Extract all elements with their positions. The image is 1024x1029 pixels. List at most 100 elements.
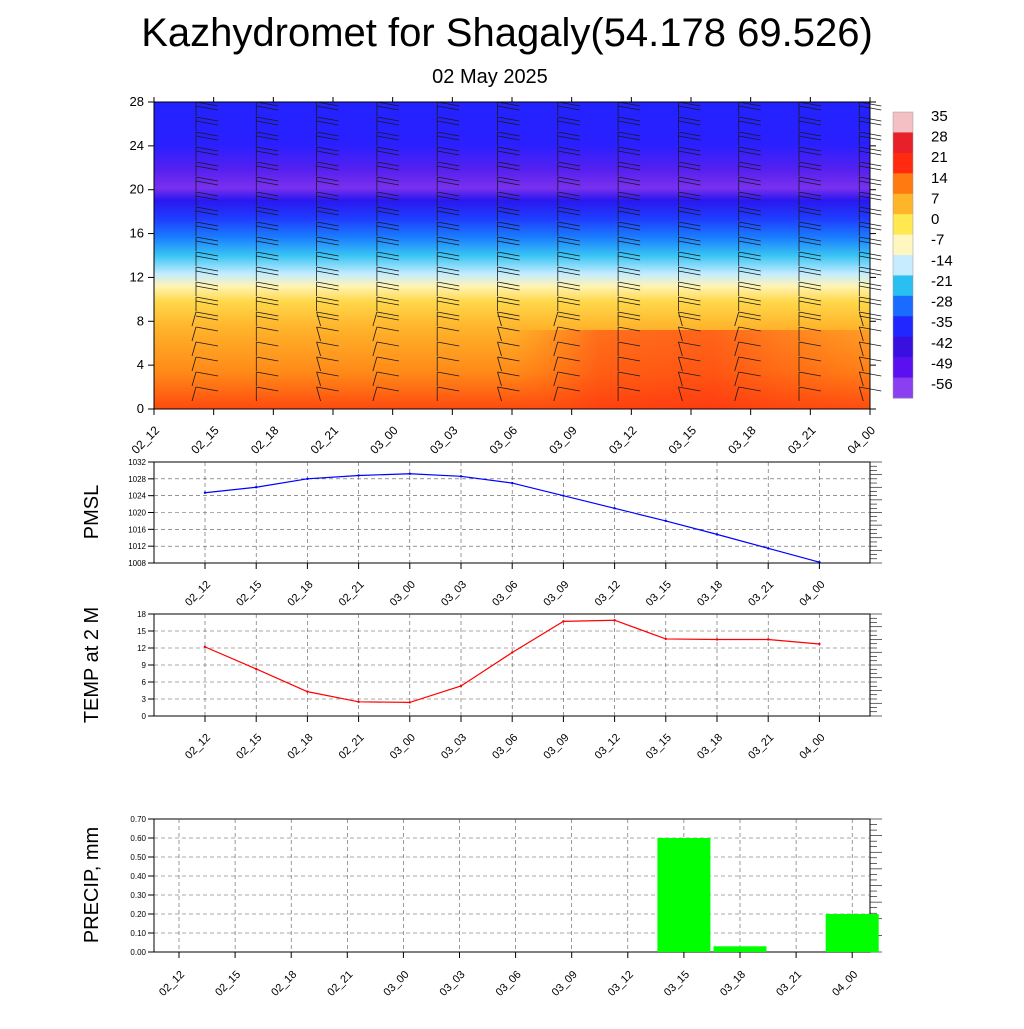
wind-barb-staff bbox=[191, 326, 197, 342]
wind-barb-feather bbox=[497, 131, 520, 137]
wind-barb bbox=[617, 191, 641, 206]
wind-barb bbox=[734, 341, 761, 357]
pmsl-data-point bbox=[562, 494, 565, 497]
wind-barb bbox=[678, 161, 701, 176]
wind-barb-feather bbox=[437, 270, 460, 276]
wind-barb-feather bbox=[798, 356, 822, 362]
wind-barb-feather bbox=[376, 176, 399, 182]
wind-barb bbox=[497, 371, 520, 387]
wind-barb bbox=[497, 176, 520, 191]
wind-barb bbox=[678, 326, 701, 342]
wind-barb-feather bbox=[798, 236, 822, 242]
wind-barb-feather bbox=[497, 315, 520, 321]
wind-barb-feather bbox=[798, 296, 822, 302]
wind-barb bbox=[255, 236, 279, 251]
pmsl-y-tick-label: 1008 bbox=[128, 559, 146, 568]
wind-barb-feather bbox=[195, 101, 219, 107]
wind-barb-feather bbox=[497, 180, 520, 186]
precip-y-tick-label: 0.10 bbox=[130, 929, 146, 938]
temp-data-point bbox=[562, 620, 565, 623]
temp-data-point bbox=[613, 619, 616, 622]
wind-barb-feather bbox=[678, 161, 701, 167]
wind-barb-staff bbox=[316, 386, 321, 402]
wind-barb-feather bbox=[738, 356, 761, 362]
wind-barb bbox=[553, 371, 580, 387]
wind-barb-feather bbox=[316, 386, 339, 392]
wind-barb-feather bbox=[195, 386, 219, 392]
wind-barb-feather bbox=[618, 120, 641, 126]
wind-barb-feather bbox=[618, 240, 641, 246]
wind-barb-feather bbox=[316, 165, 339, 171]
wind-barb-feather bbox=[256, 341, 279, 347]
wind-barb-feather bbox=[618, 195, 641, 201]
wind-barb-feather bbox=[195, 135, 219, 141]
wind-barb-feather bbox=[798, 221, 822, 227]
colorbar-swatch bbox=[893, 255, 913, 276]
wind-barb-feather bbox=[195, 255, 219, 261]
wind-barb bbox=[376, 296, 399, 311]
precip-x-tick-label: 03_03 bbox=[438, 969, 468, 999]
wind-barb-feather bbox=[678, 191, 701, 197]
wind-barb bbox=[372, 341, 399, 357]
wind-barb-feather bbox=[618, 225, 641, 231]
wind-barb bbox=[678, 131, 701, 146]
wind-barb-feather bbox=[618, 146, 641, 152]
wind-barb-feather bbox=[316, 116, 339, 122]
wind-barb-feather bbox=[798, 225, 822, 231]
wind-barb-feather bbox=[316, 161, 339, 167]
wind-barb-staff bbox=[316, 371, 321, 387]
wind-barb bbox=[255, 356, 279, 371]
pmsl-panel: PMSL 1008 1012 1016 1020 1024 1028 1032 02_12 02… bbox=[81, 458, 882, 609]
wind-barb-feather bbox=[497, 176, 520, 182]
wind-barb-feather bbox=[437, 146, 460, 152]
wind-barb-feather bbox=[618, 300, 641, 306]
wind-barb bbox=[436, 296, 460, 311]
precip-y-tick-label: 0.00 bbox=[130, 948, 146, 957]
wind-barb bbox=[738, 266, 761, 281]
cross-section-x-tick-label: 04_00 bbox=[845, 423, 879, 457]
wind-barb-feather bbox=[376, 191, 399, 197]
wind-barb-feather bbox=[678, 101, 701, 107]
wind-barb-feather bbox=[497, 210, 520, 216]
wind-barb-feather bbox=[738, 251, 761, 257]
cross-section-x-tick-label: 03_15 bbox=[666, 423, 700, 457]
colorbar-swatch bbox=[893, 214, 913, 236]
wind-barb-feather bbox=[738, 315, 761, 321]
wind-barb bbox=[738, 161, 761, 176]
wind-barb-feather bbox=[798, 176, 822, 182]
wind-barb-feather bbox=[376, 300, 399, 306]
wind-barb-feather bbox=[798, 180, 822, 186]
wind-barb-feather bbox=[557, 176, 580, 182]
wind-barb-feather bbox=[678, 251, 701, 257]
precip-x-tick-label: 03_18 bbox=[718, 969, 748, 999]
wind-barb bbox=[255, 251, 279, 266]
wind-barb-feather bbox=[437, 255, 460, 261]
wind-barb-feather bbox=[256, 120, 279, 126]
wind-barb-feather bbox=[376, 135, 399, 141]
wind-barb-feather bbox=[376, 195, 399, 201]
wind-barb-feather bbox=[497, 135, 520, 141]
wind-barb-feather bbox=[798, 210, 822, 216]
pmsl-y-tick-label: 1024 bbox=[128, 492, 146, 501]
wind-barb-staff bbox=[191, 341, 197, 357]
wind-barb-feather bbox=[618, 311, 641, 317]
wind-barb-feather bbox=[376, 180, 399, 186]
colorbar-frame bbox=[892, 111, 914, 399]
precip-y-tick-label: 0.50 bbox=[130, 853, 146, 862]
wind-barb bbox=[557, 206, 580, 221]
wind-barb-staff bbox=[497, 386, 502, 402]
wind-barb bbox=[557, 221, 580, 236]
wind-barb-feather bbox=[678, 131, 701, 137]
wind-barb-feather bbox=[618, 251, 641, 257]
pmsl-data-point bbox=[818, 560, 821, 564]
wind-barb-feather bbox=[256, 386, 279, 392]
pmsl-data-point bbox=[203, 491, 207, 494]
wind-barb bbox=[316, 161, 339, 176]
temp-axis-label: TEMP at 2 M bbox=[81, 607, 103, 723]
wind-barb-feather bbox=[195, 105, 219, 111]
wind-barb-feather bbox=[798, 101, 822, 107]
wind-barb-feather bbox=[256, 371, 279, 377]
wind-barb-feather bbox=[437, 356, 460, 362]
colorbar: 35 28 21 14 7 0 -7 -14 -21 -28 -35 -42 -49 -56 bbox=[892, 108, 953, 399]
wind-barb bbox=[316, 281, 339, 296]
